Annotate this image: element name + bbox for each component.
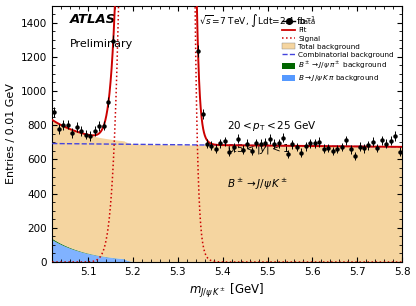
Text: Preliminary: Preliminary	[70, 39, 133, 49]
Legend: Data, Fit, Signal, Total background, Combinatorial background, $B^\pm \to J/\psi: Data, Fit, Signal, Total background, Com…	[280, 16, 397, 86]
Text: $0.5 < |y| < 1$: $0.5 < |y| < 1$	[227, 142, 290, 156]
Y-axis label: Entries / 0.01 GeV: Entries / 0.01 GeV	[5, 83, 15, 184]
X-axis label: $m_{J/\psi\,K^\pm}$ [GeV]: $m_{J/\psi\,K^\pm}$ [GeV]	[190, 282, 265, 300]
Text: $B^\pm \to J/\psi\,K^\pm$: $B^\pm \to J/\psi\,K^\pm$	[227, 177, 288, 192]
Text: $\sqrt{s}$=7 TeV, $\int$Ldt=2.4 fb$^{-1}$: $\sqrt{s}$=7 TeV, $\int$Ldt=2.4 fb$^{-1}…	[199, 12, 316, 29]
Text: $20 < p_{\rm T} < 25$ GeV: $20 < p_{\rm T} < 25$ GeV	[227, 119, 317, 133]
Text: ATLAS: ATLAS	[70, 13, 116, 26]
